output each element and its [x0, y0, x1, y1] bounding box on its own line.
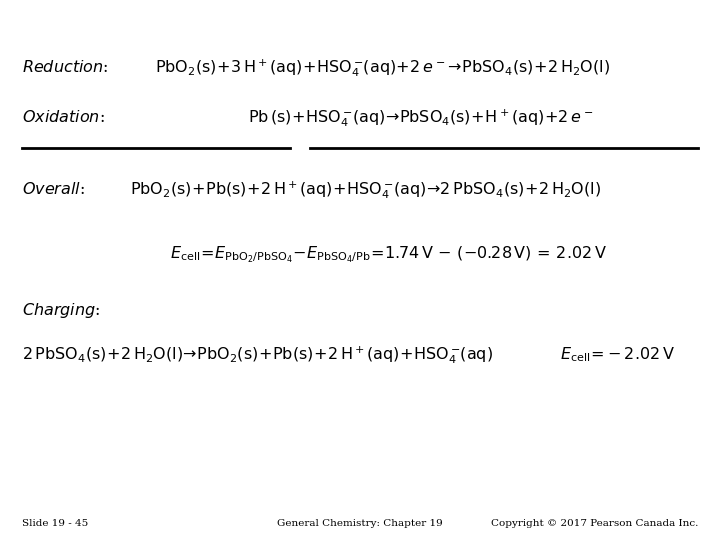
Text: Slide 19 - 45: Slide 19 - 45 — [22, 518, 89, 528]
Text: $\mathit{Overall}$:: $\mathit{Overall}$: — [22, 181, 85, 199]
Text: $\mathit{Oxidation}$:: $\mathit{Oxidation}$: — [22, 110, 105, 126]
Text: $\mathrm{PbO_2(s)\!+\!Pb(s)\!+\!2\,H^+(aq)\!+\!HSO_4^-\!(aq)\!\rightarrow\!2\,Pb: $\mathrm{PbO_2(s)\!+\!Pb(s)\!+\!2\,H^+(a… — [130, 179, 601, 201]
Text: $\mathit{Reduction}$:: $\mathit{Reduction}$: — [22, 59, 109, 77]
Text: General Chemistry: Chapter 19: General Chemistry: Chapter 19 — [277, 518, 443, 528]
Text: $\mathrm{2\,PbSO_4(s)\!+\!2\,H_2O(l)\!\rightarrow\!PbO_2(s)\!+\!Pb(s)\!+\!2\,H^+: $\mathrm{2\,PbSO_4(s)\!+\!2\,H_2O(l)\!\r… — [22, 344, 493, 366]
Text: Copyright © 2017 Pearson Canada Inc.: Copyright © 2017 Pearson Canada Inc. — [490, 518, 698, 528]
Text: $\mathrm{PbO_2(s)\!+\!3\,H^+(aq)\!+\!HSO_4^-\!(aq)\!+\!2\,}$$\mathit{e}^-$$\math: $\mathrm{PbO_2(s)\!+\!3\,H^+(aq)\!+\!HSO… — [155, 57, 610, 79]
Text: $\mathit{E}_{\mathrm{cell}}\!=\!\mathit{E}_{\mathrm{PbO_2/PbSO_4}}\!-\!\mathit{E: $\mathit{E}_{\mathrm{cell}}\!=\!\mathit{… — [170, 245, 607, 265]
Text: $\mathrm{Pb\,(s)\!+\!HSO_4^-\!(aq)\!\rightarrow\!PbSO_4(s)\!+\!H^+(aq)\!+\!2\,}$: $\mathrm{Pb\,(s)\!+\!HSO_4^-\!(aq)\!\rig… — [248, 107, 593, 129]
Text: $\mathit{Charging}$:: $\mathit{Charging}$: — [22, 300, 100, 320]
Text: $\mathit{E}_{\mathrm{cell}}\!=\!-\mathrm{2.02\,V}$: $\mathit{E}_{\mathrm{cell}}\!=\!-\mathrm… — [560, 346, 675, 365]
